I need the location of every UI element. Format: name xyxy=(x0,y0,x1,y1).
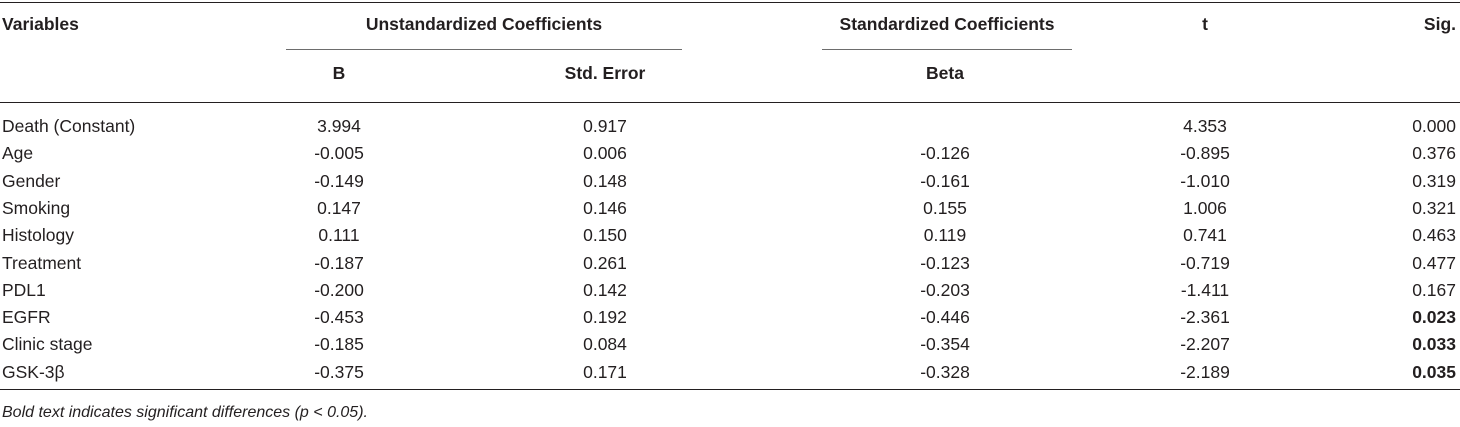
cell-sig: 0.023 xyxy=(1412,307,1456,327)
cell-std-error: 0.261 xyxy=(583,253,627,273)
cell-beta: -0.203 xyxy=(920,280,970,300)
cell-beta: -0.126 xyxy=(920,143,970,163)
cell-beta: -0.328 xyxy=(920,362,970,382)
cell-variable: Treatment xyxy=(2,253,82,273)
cell-variable: Smoking xyxy=(2,198,71,218)
header-std-error: Std. Error xyxy=(564,63,646,83)
cell-variable: Histology xyxy=(2,225,74,245)
cell-sig: 0.033 xyxy=(1412,334,1456,354)
cell-std-error: 0.917 xyxy=(583,116,627,136)
cell-variable: GSK-3β xyxy=(2,362,65,382)
cell-beta: 0.119 xyxy=(923,225,967,245)
cell-variable: Death (Constant) xyxy=(2,116,136,136)
cell-std-error: 0.192 xyxy=(583,307,627,327)
cell-variable: Clinic stage xyxy=(2,334,93,354)
cell-t: -0.895 xyxy=(1180,143,1230,163)
cell-variable: EGFR xyxy=(2,307,51,327)
cell-sig: 0.477 xyxy=(1412,253,1456,273)
standardized-group-rule xyxy=(822,49,1072,50)
cell-b: -0.005 xyxy=(314,143,364,163)
cell-variable: Age xyxy=(2,143,34,163)
header-bottom-rule xyxy=(0,102,1460,103)
cell-sig: 0.463 xyxy=(1412,225,1456,245)
cell-beta: -0.161 xyxy=(920,171,970,191)
cell-variable: PDL1 xyxy=(2,280,46,300)
cell-b: 0.147 xyxy=(317,198,361,218)
cell-sig: 0.376 xyxy=(1412,143,1456,163)
header-b: B xyxy=(332,63,346,83)
cell-sig: 0.000 xyxy=(1412,116,1456,136)
cell-std-error: 0.146 xyxy=(583,198,627,218)
cell-b: -0.200 xyxy=(314,280,364,300)
cell-t: -2.361 xyxy=(1180,307,1230,327)
cell-t: -2.189 xyxy=(1180,362,1230,382)
cell-t: -0.719 xyxy=(1180,253,1230,273)
cell-sig: 0.035 xyxy=(1412,362,1456,382)
cell-t: -1.010 xyxy=(1180,171,1230,191)
cell-t: 4.353 xyxy=(1183,116,1227,136)
cell-b: -0.375 xyxy=(314,362,364,382)
cell-sig: 0.167 xyxy=(1412,280,1456,300)
cell-t: -1.411 xyxy=(1180,280,1230,300)
cell-beta: -0.446 xyxy=(920,307,970,327)
header-standardized-coefficients: Standardized Coefficients xyxy=(839,14,1055,34)
table-footnote: Bold text indicates significant differen… xyxy=(2,404,368,421)
cell-beta: 0.155 xyxy=(923,198,967,218)
header-t: t xyxy=(1202,14,1208,34)
cell-std-error: 0.171 xyxy=(583,362,627,382)
cell-std-error: 0.084 xyxy=(583,334,627,354)
cell-variable: Gender xyxy=(2,171,61,191)
cell-std-error: 0.142 xyxy=(583,280,627,300)
header-sig: Sig. xyxy=(1423,14,1456,34)
cell-b: 3.994 xyxy=(317,116,361,136)
cell-t: 1.006 xyxy=(1183,198,1227,218)
table-top-rule xyxy=(0,2,1460,3)
cell-b: -0.185 xyxy=(314,334,364,354)
cell-b: -0.187 xyxy=(314,253,364,273)
cell-t: 0.741 xyxy=(1183,225,1227,245)
cell-b: 0.111 xyxy=(318,225,360,245)
cell-std-error: 0.006 xyxy=(583,143,627,163)
cell-b: -0.149 xyxy=(314,171,364,191)
cell-std-error: 0.148 xyxy=(583,171,627,191)
header-variables: Variables xyxy=(2,14,79,34)
cell-std-error: 0.150 xyxy=(583,225,627,245)
unstandardized-group-rule xyxy=(286,49,682,50)
header-unstandardized-coefficients: Unstandardized Coefficients xyxy=(365,14,603,34)
cell-b: -0.453 xyxy=(314,307,364,327)
cell-sig: 0.319 xyxy=(1412,171,1456,191)
cell-beta: -0.123 xyxy=(920,253,970,273)
table-bottom-rule xyxy=(0,389,1460,390)
header-beta: Beta xyxy=(926,63,964,83)
cell-beta: -0.354 xyxy=(920,334,970,354)
cell-t: -2.207 xyxy=(1180,334,1230,354)
cell-sig: 0.321 xyxy=(1412,198,1456,218)
